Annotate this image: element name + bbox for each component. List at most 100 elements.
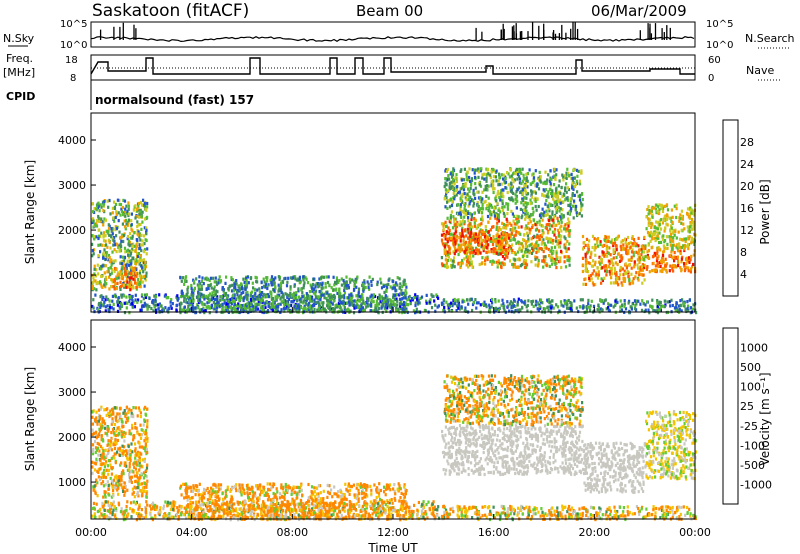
echo-cell xyxy=(143,301,146,305)
echo-cell xyxy=(154,308,157,312)
echo-cell xyxy=(509,186,512,190)
echo-cell xyxy=(547,240,550,244)
echo-cell xyxy=(658,302,661,306)
echo-cell xyxy=(460,178,463,182)
echo-cell xyxy=(679,213,682,217)
echo-cell xyxy=(182,308,185,312)
echo-cell xyxy=(637,266,640,270)
echo-cell xyxy=(124,207,127,211)
echo-cell xyxy=(135,209,138,213)
echo-cell xyxy=(103,248,106,252)
echo-cell xyxy=(286,302,289,306)
echo-cell xyxy=(114,202,118,206)
echo-cell xyxy=(403,303,406,307)
echo-cell xyxy=(233,293,236,297)
echo-cell xyxy=(562,215,565,219)
echo-cell xyxy=(451,175,454,179)
echo-cell xyxy=(645,227,648,231)
echo-cell xyxy=(660,206,663,210)
echo-cell xyxy=(102,256,105,260)
echo-cell xyxy=(127,220,130,224)
echo-cell xyxy=(494,247,497,251)
echo-cell xyxy=(567,255,570,259)
echo-cell xyxy=(264,295,267,299)
echo-cell xyxy=(581,256,585,260)
echo-cell xyxy=(471,225,474,229)
echo-cell xyxy=(447,226,450,230)
echo-cell xyxy=(620,304,623,308)
echo-cell xyxy=(523,184,526,188)
echo-cell xyxy=(638,260,641,264)
echo-cell xyxy=(632,254,635,258)
echo-cell xyxy=(609,240,612,244)
echo-cell xyxy=(508,221,511,225)
echo-cell xyxy=(647,205,650,209)
echo-cell xyxy=(92,225,95,229)
echo-cell xyxy=(137,278,140,282)
echo-cell xyxy=(449,216,452,220)
echo-cell xyxy=(443,306,446,310)
echo-cell xyxy=(496,213,499,217)
echo-cell xyxy=(206,278,209,282)
echo-cell xyxy=(459,204,462,208)
echo-cell xyxy=(230,276,233,280)
echo-cell xyxy=(653,231,656,235)
echo-cell xyxy=(642,273,645,277)
echo-cell xyxy=(92,279,96,283)
echo-cell xyxy=(669,243,672,247)
echo-cell xyxy=(494,300,497,304)
echo-cell xyxy=(185,279,188,283)
echo-cell xyxy=(654,253,657,257)
echo-cell xyxy=(97,228,100,232)
echo-cell xyxy=(518,308,521,312)
echo-cell xyxy=(246,290,249,295)
echo-cell xyxy=(112,302,115,306)
echo-cell xyxy=(564,229,567,233)
echo-cell xyxy=(607,239,610,243)
noise-tick-high-right: 10^5 xyxy=(706,19,733,30)
echo-cell xyxy=(549,182,552,186)
echo-cell xyxy=(568,242,571,246)
echo-cell xyxy=(628,279,631,283)
echo-cell xyxy=(258,302,261,307)
echo-cell xyxy=(659,300,662,305)
echo-cell xyxy=(93,207,96,211)
echo-cell xyxy=(520,299,523,303)
echo-cell xyxy=(518,248,521,252)
echo-cell xyxy=(565,306,569,310)
echo-cell xyxy=(118,247,121,251)
echo-cell xyxy=(144,295,148,299)
echo-cell xyxy=(242,290,245,294)
echo-cell xyxy=(97,254,100,258)
echo-cell xyxy=(108,275,111,279)
echo-cell xyxy=(126,237,129,241)
station-title: Saskatoon (fitACF) xyxy=(92,1,249,21)
echo-cell xyxy=(499,240,502,244)
echo-cell xyxy=(481,230,484,234)
echo-cell xyxy=(446,206,449,210)
echo-cell xyxy=(417,300,420,304)
echo-cell xyxy=(505,235,508,239)
echo-cell xyxy=(570,309,573,313)
echo-cell xyxy=(258,290,261,294)
echo-cell xyxy=(669,229,672,233)
echo-cell xyxy=(554,261,557,265)
echo-cell xyxy=(620,254,623,258)
echo-cell xyxy=(603,299,606,303)
echo-cell xyxy=(111,226,114,231)
echo-cell xyxy=(210,297,214,301)
echo-cell xyxy=(456,203,459,207)
echo-cell xyxy=(294,275,297,279)
echo-cell xyxy=(134,298,137,302)
echo-cell xyxy=(302,301,305,305)
echo-cell xyxy=(525,178,528,182)
echo-cell xyxy=(216,305,219,310)
echo-cell xyxy=(255,276,258,280)
echo-cell xyxy=(103,280,107,284)
echo-cell xyxy=(99,280,102,284)
echo-cell xyxy=(458,223,461,227)
echo-cell xyxy=(127,218,131,222)
echo-cell xyxy=(501,199,504,203)
echo-cell xyxy=(541,218,544,222)
echo-cell xyxy=(637,278,640,282)
